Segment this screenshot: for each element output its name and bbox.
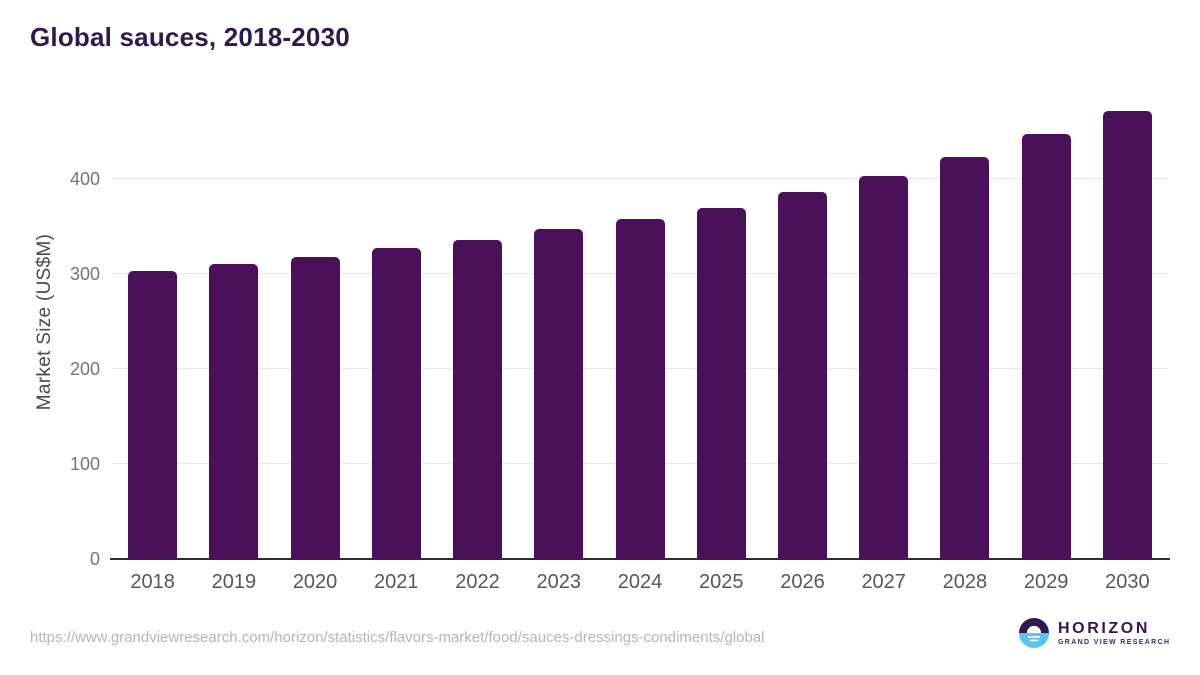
x-tick-label-2018: 2018 — [130, 571, 175, 593]
bar-2028 — [940, 157, 990, 559]
x-axis-line — [110, 558, 1170, 560]
x-tick-label-2030: 2030 — [1105, 571, 1150, 593]
bar-2021 — [371, 248, 421, 559]
x-tick-label-2020: 2020 — [292, 571, 338, 593]
logo-name: HORIZON — [1058, 620, 1150, 637]
horizon-sun-circle-icon — [1019, 618, 1049, 648]
bar-2030 — [1102, 110, 1152, 559]
bar-2019 — [209, 263, 259, 559]
x-tick-label-2022: 2022 — [455, 571, 500, 593]
gridline-400 — [112, 178, 1168, 179]
chart-title: Global sauces, 2018-2030 — [30, 22, 350, 52]
y-tick-label-200: 200 — [69, 359, 100, 379]
logo-text: HORIZON GRAND VIEW RESEARCH — [1058, 620, 1170, 646]
x-tick-label-2028: 2028 — [942, 571, 988, 593]
x-tick-label-2027: 2027 — [861, 571, 906, 593]
y-tick-label-0: 0 — [89, 549, 100, 569]
x-tick-label-2029: 2029 — [1023, 571, 1069, 593]
y-tick-label-300: 300 — [69, 264, 100, 284]
bar-2025 — [696, 207, 746, 559]
bar-2026 — [777, 192, 827, 559]
x-axis-tick-labels: 2018 2019 2020 2021 2022 2023 2024 2025 2026 2027… — [112, 571, 1168, 597]
logo-tagline: GRAND VIEW RESEARCH — [1058, 639, 1171, 646]
source-url-text: https://www.grandviewresearch.com/horizo… — [30, 629, 765, 646]
bar-2018 — [128, 271, 178, 559]
x-tick-label-2019: 2019 — [211, 571, 257, 593]
y-tick-label-100: 100 — [69, 454, 100, 474]
x-tick-label-2026: 2026 — [780, 571, 825, 593]
bar-2024 — [615, 218, 665, 559]
horizon-logo: HORIZON GRAND VIEW RESEARCH — [1019, 618, 1170, 648]
plot-area — [110, 84, 1170, 560]
y-axis-tick-labels: 0 100 200 300 400 — [0, 84, 100, 568]
bar-2020 — [290, 256, 340, 559]
bar-2023 — [534, 229, 584, 559]
y-tick-label-400: 400 — [69, 169, 100, 189]
x-tick-label-2021: 2021 — [374, 571, 419, 593]
bar-2027 — [859, 176, 909, 559]
x-tick-label-2024: 2024 — [617, 571, 663, 593]
x-tick-label-2023: 2023 — [536, 571, 582, 593]
bar-2022 — [453, 239, 503, 559]
x-tick-label-2025: 2025 — [698, 571, 744, 593]
bar-2029 — [1021, 134, 1071, 559]
